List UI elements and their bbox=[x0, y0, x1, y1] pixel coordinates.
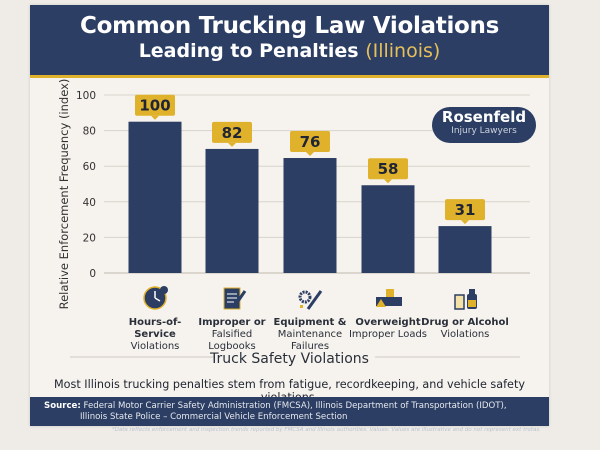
data-label-box bbox=[212, 121, 252, 143]
drink-bottle-icon bbox=[454, 289, 477, 310]
category-label-line: Violations bbox=[130, 341, 180, 352]
source-text: Source: Federal Motor Carrier Safety Adm… bbox=[30, 397, 549, 423]
data-label: 76 bbox=[300, 133, 321, 151]
bar bbox=[128, 121, 182, 273]
category-label-line: Improper Loads bbox=[348, 329, 428, 340]
infographic-card: Common Trucking Law Violations Leading t… bbox=[30, 5, 549, 433]
data-label-pointer bbox=[306, 152, 314, 157]
data-label-box bbox=[445, 199, 485, 221]
data-label-pointer bbox=[384, 179, 392, 184]
logo-name: Rosenfeld bbox=[441, 108, 527, 126]
data-label: 31 bbox=[455, 201, 476, 219]
data-label: 100 bbox=[139, 97, 170, 115]
category-label-line: Failures bbox=[290, 341, 330, 352]
source-line-1: Federal Motor Carrier Safety Administrat… bbox=[83, 401, 507, 411]
logbook-pen-icon bbox=[223, 287, 247, 310]
data-label-pointer bbox=[228, 142, 236, 147]
category-label-line: Overweight bbox=[355, 317, 421, 328]
data-label-pointer bbox=[461, 220, 469, 225]
title-text: Leading to Penalties bbox=[138, 40, 359, 62]
x-category-label: Hours-of-Service Violations bbox=[110, 317, 200, 353]
fine-print: *Data reflects enforcement and inspectio… bbox=[111, 427, 541, 433]
wrench-gear-icon bbox=[298, 290, 323, 310]
y-tick-label: 0 bbox=[89, 268, 96, 280]
logo-tagline: Injury Lawyers bbox=[451, 126, 517, 136]
category-label-line: Violations bbox=[440, 329, 490, 340]
overweight-truck-icon bbox=[376, 289, 402, 307]
bar bbox=[283, 158, 337, 273]
title-highlight: (Illinois) bbox=[365, 40, 441, 62]
x-axis-title: Truck Safety Violations bbox=[210, 351, 369, 367]
title-line-2: Leading to Penalties (Illinois) bbox=[30, 40, 549, 62]
title-line-1: Common Trucking Law Violations bbox=[80, 13, 499, 39]
y-tick-label: 80 bbox=[83, 126, 96, 138]
x-category-label: Improper or Falsified Logbooks bbox=[187, 317, 277, 353]
y-tick-label: 60 bbox=[83, 161, 96, 173]
clock-icon bbox=[143, 286, 168, 310]
bar-chart: 0 20 40 60 80 100 Relative Enforcement Frequen… bbox=[57, 79, 530, 358]
category-label-line: Falsified Logbooks bbox=[208, 329, 256, 352]
data-label-box bbox=[135, 94, 175, 116]
x-category-label: Overweight Improper Loads bbox=[343, 317, 433, 341]
y-tick-label: 20 bbox=[83, 232, 96, 244]
y-axis-title: Relative Enforcement Frequency (index) bbox=[57, 79, 71, 310]
footer: Source: Federal Motor Carrier Safety Adm… bbox=[30, 397, 549, 433]
category-label-line: Improper or bbox=[198, 317, 266, 328]
rosenfeld-logo: Rosenfeld Injury Lawyers bbox=[432, 107, 536, 143]
bar bbox=[438, 226, 492, 273]
data-label-box bbox=[368, 158, 408, 180]
category-label-line: Maintenance bbox=[277, 329, 343, 340]
category-label-line: Drug or Alcohol bbox=[421, 317, 509, 328]
data-label: 58 bbox=[378, 160, 399, 178]
y-tick-label: 100 bbox=[76, 90, 96, 102]
data-label-box bbox=[290, 131, 330, 153]
category-label-line: Equipment & bbox=[273, 317, 347, 328]
category-label-line: Hours-of-Service bbox=[128, 317, 182, 340]
bar bbox=[205, 148, 259, 273]
source-line-2: Illinois State Police – Commercial Vehic… bbox=[80, 412, 348, 422]
data-label: 82 bbox=[222, 124, 243, 142]
x-category-label: Equipment & Maintenance Failures bbox=[265, 317, 355, 353]
data-label-pointer bbox=[151, 115, 159, 120]
header: Common Trucking Law Violations Leading t… bbox=[30, 5, 549, 78]
x-category-label: Drug or Alcohol Violations bbox=[420, 317, 510, 341]
y-tick-label: 40 bbox=[83, 197, 96, 209]
source-label: Source: bbox=[44, 401, 81, 411]
bar bbox=[361, 185, 415, 273]
